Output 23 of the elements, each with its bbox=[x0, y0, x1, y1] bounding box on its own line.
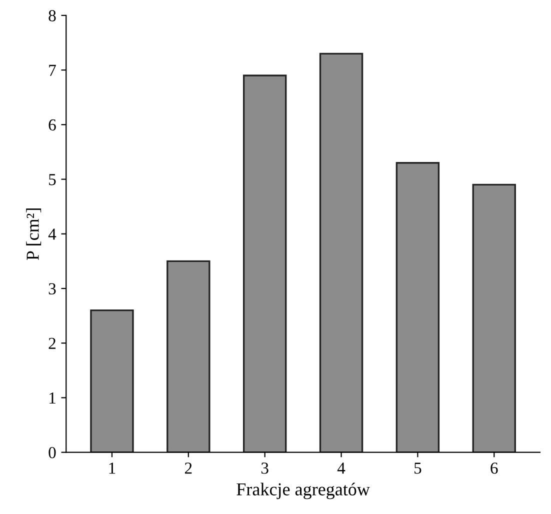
x-tick-label: 1 bbox=[109, 462, 116, 474]
x-tick-label: 2 bbox=[184, 462, 192, 474]
y-tick-label: 7 bbox=[49, 64, 56, 76]
x-tick-label: 6 bbox=[490, 462, 498, 474]
y-tick-label: 8 bbox=[48, 10, 56, 22]
x-tick-label: 4 bbox=[337, 462, 346, 474]
y-tick-label: 5 bbox=[49, 174, 56, 186]
x-axis-title: Frakcje agregatów bbox=[236, 482, 370, 500]
y-tick-label: 2 bbox=[48, 338, 56, 349]
x-tick-label: 5 bbox=[414, 462, 422, 474]
y-tick-label: 4 bbox=[48, 228, 56, 240]
bar bbox=[242, 74, 287, 452]
y-tick-label: 6 bbox=[48, 119, 56, 131]
y-tick-label: 3 bbox=[48, 283, 56, 294]
y-tick-label: 1 bbox=[50, 392, 56, 404]
bar bbox=[472, 184, 516, 452]
bar bbox=[90, 309, 134, 452]
x-tick-label: 3 bbox=[261, 462, 268, 474]
y-axis-title: P [cm²] bbox=[26, 208, 42, 260]
bar bbox=[166, 260, 210, 452]
bar bbox=[319, 52, 364, 452]
y-tick-label: 0 bbox=[48, 447, 56, 458]
bar bbox=[396, 162, 440, 452]
